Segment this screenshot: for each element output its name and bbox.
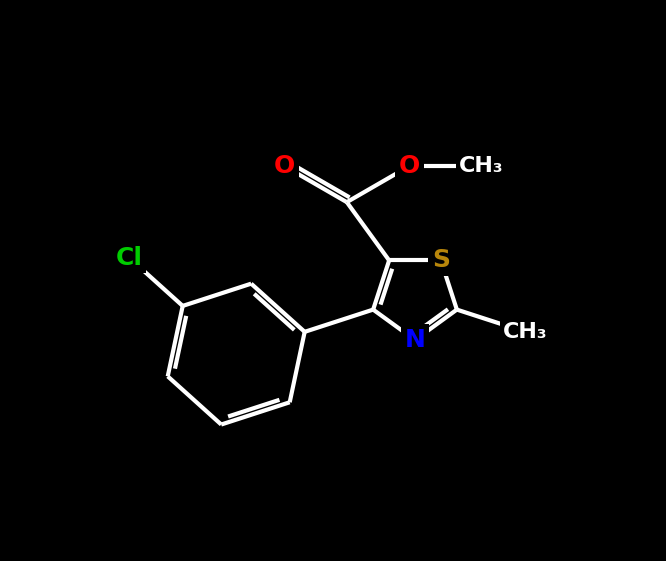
- Text: Cl: Cl: [116, 246, 143, 270]
- Text: CH₃: CH₃: [503, 322, 547, 342]
- Text: O: O: [274, 154, 295, 178]
- Text: N: N: [404, 328, 426, 352]
- Text: S: S: [432, 249, 450, 273]
- Text: O: O: [398, 154, 420, 178]
- Text: CH₃: CH₃: [459, 156, 503, 176]
